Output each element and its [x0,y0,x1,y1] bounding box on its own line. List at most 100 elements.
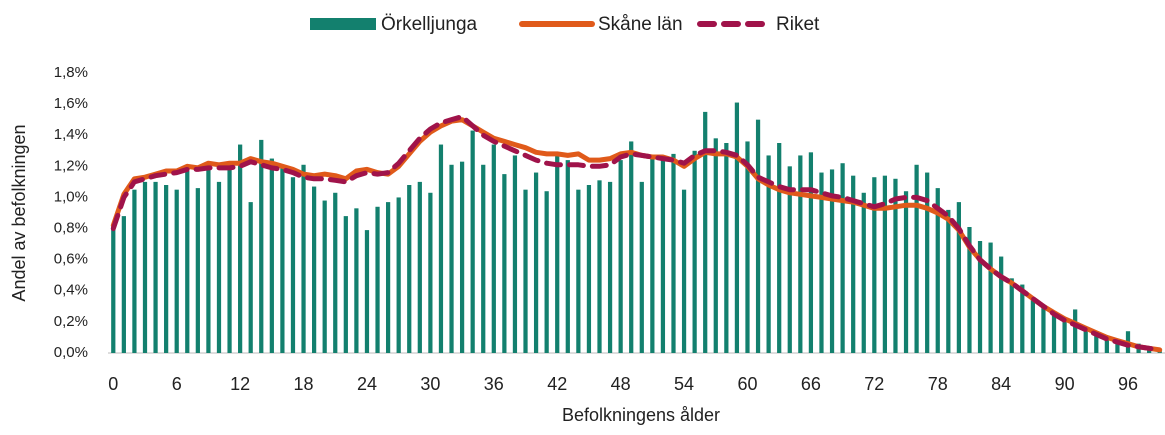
bar [153,181,158,353]
x-tick-label: 90 [1055,374,1075,394]
bar [977,241,983,353]
x-tick-label: 18 [294,374,314,394]
bar [470,130,475,353]
bar [333,192,338,353]
bar [681,189,687,353]
bar [280,167,285,353]
bar [459,161,465,353]
bar [407,185,412,353]
bar [364,230,370,353]
bar [618,160,623,353]
y-tick-label: 0,0% [54,344,88,361]
bar [1115,339,1120,353]
bar [946,209,951,353]
bar [174,189,179,353]
bar [840,163,845,353]
bar [999,256,1004,353]
bar [692,150,697,353]
bar [1020,284,1025,353]
bar [808,152,814,353]
bar [428,192,433,353]
x-tick-label: 36 [484,374,504,394]
y-axis-label: Andel av befolkningen [9,124,29,301]
legend-label: Riket [776,14,820,35]
bar [375,206,380,353]
bar [269,158,274,353]
bar [639,181,644,353]
x-tick-label: 12 [230,374,250,394]
bar [417,181,422,353]
x-tick-label: 78 [928,374,948,394]
bar [745,141,750,353]
bar [1073,309,1078,353]
bar [111,225,116,353]
bar [301,164,306,353]
legend-label: Skåne län [598,14,683,35]
x-tick-label: 24 [357,374,377,394]
bar [787,166,792,353]
bar [132,189,137,353]
bar [586,185,592,353]
bar [819,172,824,353]
bar [798,155,803,353]
bar [1104,337,1109,353]
bar [354,208,359,353]
bar [1051,315,1057,353]
bar [872,177,877,353]
bar [142,181,148,353]
bar [312,186,317,353]
y-tick-label: 1,0% [54,188,88,205]
legend-label: Örkelljunga [381,14,478,35]
bar [777,143,782,353]
bar [607,181,613,353]
bar [523,189,528,353]
bar [216,181,222,353]
y-tick-label: 0,8% [54,220,88,237]
bar [914,164,919,353]
x-tick-label: 42 [547,374,567,394]
bar [650,155,655,353]
bar [925,172,930,353]
x-tick-label: 0 [108,374,118,394]
y-tick-label: 0,4% [54,282,88,299]
bar [164,185,169,353]
bar [259,139,264,353]
bar [385,202,391,353]
bar [1041,306,1046,353]
bar [481,164,486,353]
x-tick-label: 72 [864,374,884,394]
bar [491,144,496,353]
bar [893,178,898,353]
bar [851,175,856,353]
x-tick-label: 54 [674,374,694,394]
bar [322,200,327,353]
bar [660,158,666,353]
y-tick-label: 1,6% [54,95,88,112]
bar [629,141,634,353]
bar [396,197,401,353]
x-tick-label: 30 [420,374,440,394]
bar [533,172,539,353]
x-axis-label: Befolkningens ålder [562,405,720,425]
bar [988,242,993,353]
bar [597,180,602,353]
bar [713,138,718,353]
bar [227,166,232,353]
bar [438,144,444,353]
bar [449,164,454,353]
bar [903,191,909,353]
x-tick-label: 66 [801,374,821,394]
y-tick-label: 1,2% [54,157,88,174]
bar [861,192,866,353]
bar [206,166,211,353]
bar [576,189,581,353]
bar [755,119,761,354]
x-tick-label: 60 [737,374,757,394]
bar [248,202,253,353]
x-tick-label: 6 [172,374,182,394]
bar [512,155,518,353]
bar [1083,326,1088,353]
x-tick-label: 48 [611,374,631,394]
legend-swatch [310,18,376,30]
